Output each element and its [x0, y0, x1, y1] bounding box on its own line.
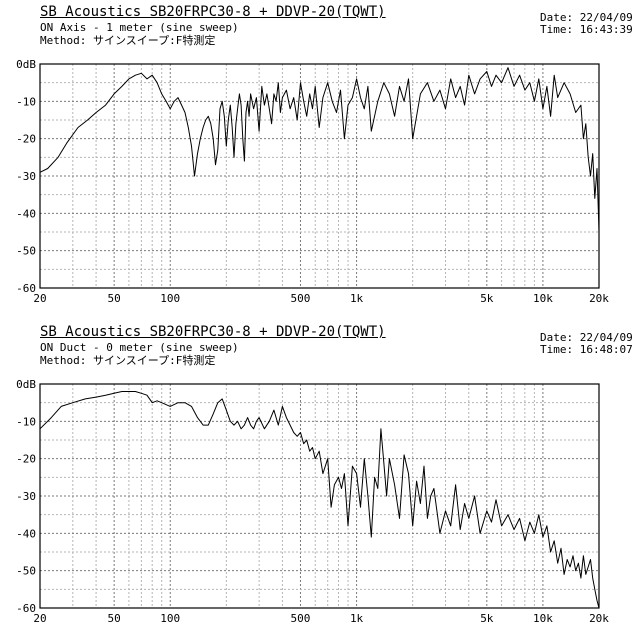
chart-subtitle-method: Method: サインスイープ:F特測定 [40, 34, 216, 47]
x-tick-label: 10k [533, 292, 553, 305]
y-tick-label: -30 [16, 490, 36, 503]
date-label: Date: 22/04/09 [540, 11, 633, 24]
grid [40, 384, 599, 608]
y-tick-label: -50 [16, 245, 36, 258]
chart-panel-top: SB Acoustics SB20FRPC30-8 + DDVP-20(TQWT… [16, 4, 633, 305]
x-tick-label: 20 [33, 292, 46, 305]
x-tick-label: 50 [108, 612, 121, 625]
time-label: Time: 16:43:39 [540, 23, 633, 36]
response-curve [39, 67, 600, 233]
chart-subtitle-method: Method: サインスイープ:F特測定 [40, 354, 216, 367]
y-tick-label: -60 [16, 602, 36, 615]
x-tick-label: 20k [589, 292, 609, 305]
x-tick-label: 10k [533, 612, 553, 625]
plot-frame [39, 383, 600, 609]
y-tick-label: -40 [16, 527, 36, 540]
x-tick-label: 500 [291, 292, 311, 305]
y-tick-label: -10 [16, 415, 36, 428]
x-tick-label: 5k [480, 292, 494, 305]
chart-subtitle-condition: ON Duct - 0 meter (sine sweep) [40, 341, 239, 354]
time-label: Time: 16:48:07 [540, 343, 633, 356]
y-tick-label: -30 [16, 170, 36, 183]
chart-subtitle-condition: ON Axis - 1 meter (sine sweep) [40, 21, 239, 34]
y-tick-label: -20 [16, 133, 36, 146]
x-tick-label: 500 [291, 612, 311, 625]
x-tick-label: 20k [589, 612, 609, 625]
y-tick-label: -60 [16, 282, 36, 295]
x-tick-label: 1k [350, 292, 364, 305]
grid [40, 64, 599, 288]
chart-title: SB Acoustics SB20FRPC30-8 + DDVP-20(TQWT… [40, 324, 386, 340]
y-tick-label: -10 [16, 95, 36, 108]
plot-frame [39, 63, 600, 289]
y-tick-label: -50 [16, 565, 36, 578]
x-tick-label: 100 [160, 612, 180, 625]
chart-panel-bottom: SB Acoustics SB20FRPC30-8 + DDVP-20(TQWT… [0, 320, 640, 640]
date-label: Date: 22/04/09 [540, 331, 633, 344]
x-tick-label: 20 [33, 612, 46, 625]
y-tick-label: -40 [16, 207, 36, 220]
response-curve [39, 391, 600, 609]
y-tick-label: -20 [16, 453, 36, 466]
y-tick-label: 0dB [16, 378, 36, 391]
x-tick-label: 5k [480, 612, 494, 625]
x-tick-label: 50 [108, 292, 121, 305]
x-tick-label: 1k [350, 612, 364, 625]
chart-title: SB Acoustics SB20FRPC30-8 + DDVP-20(TQWT… [40, 4, 386, 20]
y-tick-label: 0dB [16, 58, 36, 71]
x-tick-label: 100 [160, 292, 180, 305]
